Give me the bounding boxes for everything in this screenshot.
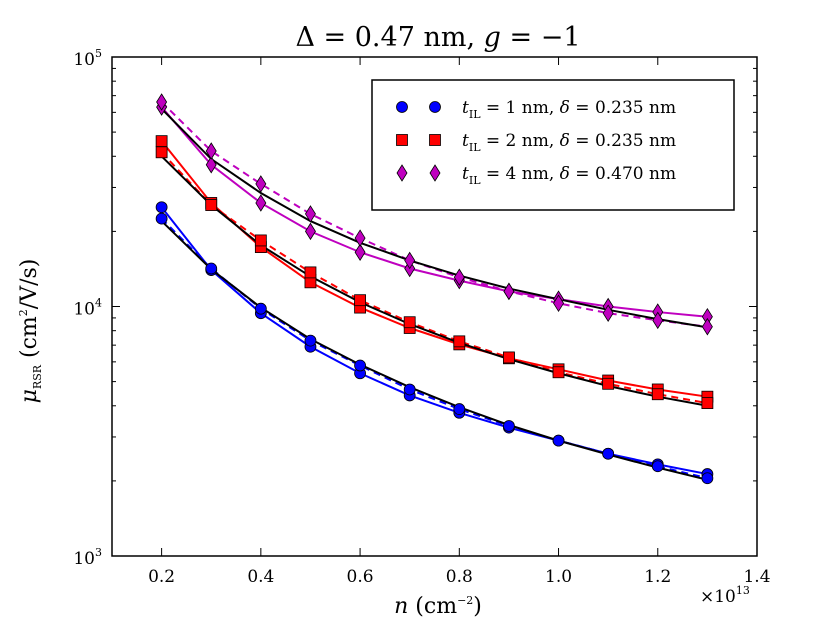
series-3-solid-line [160, 106, 708, 318]
x-tick-label: 0.8 [446, 567, 473, 587]
series-2-dashed-point [701, 397, 714, 410]
series-2-dashed-point [304, 266, 317, 279]
x-axis-multiplier: ×1013 [700, 584, 750, 607]
series-3-dashed-line [160, 101, 708, 328]
legend-marker-series-1 [396, 101, 408, 113]
series-3-dashed-point [304, 205, 316, 223]
series-2-solid-point [304, 276, 317, 289]
series-3-dashed-point [503, 282, 515, 301]
x-tick-label: 1.0 [545, 567, 572, 587]
legend-marker-series-3 [429, 164, 441, 182]
y-axis-label: μRSR (cm2/V/s) [17, 259, 44, 404]
series-1-dashed-point [453, 403, 466, 415]
series-3-dashed-point [205, 142, 217, 160]
series-3-dashed-point [404, 251, 416, 270]
series-3-dashed-point [701, 317, 713, 336]
series-1-solid-point [155, 201, 168, 214]
series-1-dashed-line [160, 217, 708, 480]
legend-marker-series-2 [396, 134, 408, 146]
series-2-dashed-point [354, 294, 366, 307]
axes: 0.2 0.4 0.6 0.8 1.0 1.2 1.4 103 104 105 [73, 47, 770, 587]
series-3-dashed-point [255, 175, 267, 193]
series-3-dashed-point [652, 311, 664, 330]
x-tick-label: 0.2 [148, 567, 175, 587]
legend-label-series-3: tIL = 4 nm, δ = 0.470 nm [462, 164, 676, 187]
series-1-dashed-point [651, 460, 664, 473]
series-1-dashed-point [254, 302, 267, 315]
series-2-dashed-line [160, 151, 708, 405]
series-3-dashed-point [602, 304, 614, 322]
x-tick-label: 1.4 [743, 567, 770, 587]
series-2-dashed-point [453, 335, 466, 348]
series-1-dashed-point [354, 359, 366, 372]
series-2-dashed-point [552, 366, 565, 379]
series-3-solid-point [255, 194, 267, 212]
chart-title: Δ = 0.47 nm, g = −1 [295, 22, 580, 53]
series-3-solid-point [354, 243, 366, 261]
legend-marker-series-2 [429, 134, 441, 146]
series-3-solid-point [205, 155, 217, 174]
series-1-dashed-point [155, 212, 168, 225]
legend: tIL = 1 nm, δ = 0.235 nm tIL = 2 nm, δ =… [371, 79, 735, 211]
series-1-dashed-point [552, 434, 565, 447]
series-1-dashed-point [503, 420, 515, 432]
y-tick-label: 104 [73, 297, 102, 320]
x-tick-label: 0.6 [347, 567, 374, 587]
series-1-fit-line [160, 220, 708, 481]
series-2-dashed-point [651, 388, 664, 401]
series-2-dashed-point [503, 351, 515, 364]
legend-label-series-1: tIL = 1 nm, δ = 0.235 nm [462, 98, 676, 121]
x-tick-label: 1.2 [644, 567, 671, 587]
series-2-fit-line [160, 155, 708, 407]
series-2-dashed-point [602, 377, 615, 390]
series-1-dashed-point [205, 262, 218, 275]
legend-label-series-2: tIL = 2 nm, δ = 0.235 nm [462, 131, 676, 154]
series-1-dashed-point [403, 383, 416, 396]
legend-marker-series-1 [429, 101, 441, 113]
series-1-dashed-point [602, 447, 615, 460]
series-3-dashed-point [354, 229, 366, 247]
series-2-solid-point [155, 135, 168, 148]
x-axis-label: n (cm−2) [394, 594, 482, 619]
legend-marker-series-3 [396, 164, 408, 182]
y-tick-label: 105 [73, 47, 102, 70]
series-2-dashed-point [205, 199, 218, 211]
x-tick-label: 0.4 [247, 567, 274, 587]
plot-area [155, 93, 714, 485]
series-3-dashed-point [453, 268, 465, 286]
series-1-dashed-point [304, 334, 317, 347]
series-3-solid-point [304, 222, 316, 241]
series-1-dashed-point [701, 472, 714, 485]
y-tick-label: 103 [73, 546, 102, 569]
series-2-dashed-point [403, 316, 416, 329]
series-1-solid-line [160, 206, 708, 476]
legend-markers [396, 101, 441, 182]
series-3-fit-line [160, 108, 708, 329]
series-3-dashed-point [553, 294, 565, 313]
series-3-dashed-point [156, 93, 168, 111]
series-2-dashed-point [254, 234, 267, 247]
series-2-dashed-point [155, 146, 168, 159]
